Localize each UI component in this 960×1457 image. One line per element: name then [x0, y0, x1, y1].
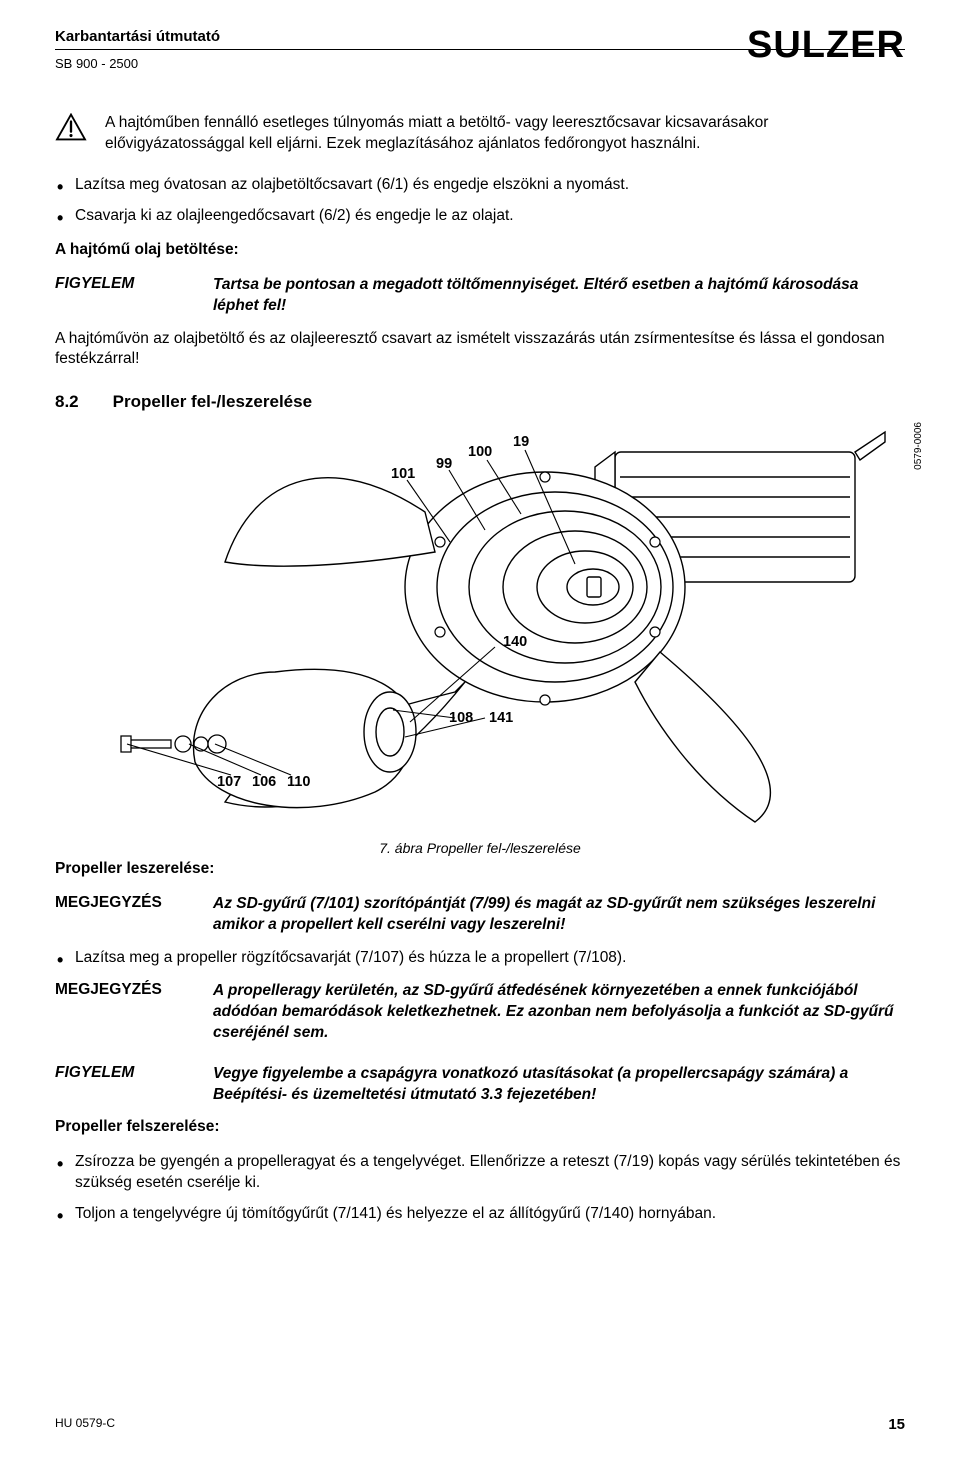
note-label: MEGJEGYZÉS	[55, 894, 185, 912]
bullet-list-mid: Lazítsa meg a propeller rögzítőcsavarját…	[55, 948, 905, 969]
figure-7: 0579-0006	[55, 422, 905, 832]
part-label-141: 141	[489, 710, 513, 726]
warning-icon	[55, 113, 87, 146]
part-label-99: 99	[436, 456, 452, 472]
part-label-106: 106	[252, 774, 276, 790]
attention-body: Tartsa be pontosan a megadott töltőmenny…	[213, 275, 905, 317]
paragraph: A hajtóművön az olajbetöltő és az olajle…	[55, 329, 905, 371]
note-body: Az SD-gyűrű (7/101) szorítópántját (7/99…	[213, 894, 905, 936]
figure-side-code: 0579-0006	[913, 422, 924, 470]
attention-label: FIGYELEM	[55, 1064, 185, 1082]
sulzer-logo: SULZER	[747, 24, 905, 67]
warning-text: A hajtóműben fennálló esetleges túlnyomá…	[105, 113, 905, 155]
attention-body: Vegye figyelembe a csapágyra vonatkozó u…	[213, 1064, 905, 1106]
attention-label: FIGYELEM	[55, 275, 185, 293]
attention-callout: FIGYELEM Tartsa be pontosan a megadott t…	[55, 275, 905, 317]
list-item: Lazítsa meg óvatosan az olajbetöltőcsava…	[75, 175, 905, 196]
list-item: Zsírozza be gyengén a propelleragyat és …	[75, 1152, 905, 1194]
list-item: Csavarja ki az olajleengedőcsavart (6/2)…	[75, 206, 905, 227]
propeller-diagram	[55, 422, 905, 832]
footer-doc-id: HU 0579-C	[55, 1416, 115, 1433]
page-number: 15	[888, 1416, 905, 1433]
dismount-heading: Propeller leszerelése:	[55, 860, 905, 878]
note-body: A propelleragy kerületén, az SD-gyűrű át…	[213, 981, 905, 1044]
figure-caption: 7. ábra Propeller fel-/leszerelése	[55, 840, 905, 856]
warning-block: A hajtóműben fennálló esetleges túlnyomá…	[55, 113, 905, 155]
part-label-19: 19	[513, 434, 529, 450]
section-title: Propeller fel-/leszerelése	[113, 392, 312, 412]
part-label-110: 110	[287, 774, 310, 790]
oil-fill-heading: A hajtómű olaj betöltése:	[55, 241, 905, 259]
list-item: Lazítsa meg a propeller rögzítőcsavarját…	[75, 948, 905, 969]
note-callout-1: MEGJEGYZÉS Az SD-gyűrű (7/101) szorítópá…	[55, 894, 905, 936]
bullet-list-bottom: Zsírozza be gyengén a propelleragyat és …	[55, 1152, 905, 1225]
bullet-list-top: Lazítsa meg óvatosan az olajbetöltőcsava…	[55, 175, 905, 227]
page-header: Karbantartási útmutató SB 900 - 2500 SUL…	[55, 28, 905, 83]
mount-heading: Propeller felszerelése:	[55, 1118, 905, 1136]
part-label-107: 107	[217, 774, 241, 790]
attention-callout-2: FIGYELEM Vegye figyelembe a csapágyra vo…	[55, 1064, 905, 1106]
list-item: Toljon a tengelyvégre új tömítőgyűrűt (7…	[75, 1204, 905, 1225]
part-label-100: 100	[468, 444, 492, 460]
note-callout-2: MEGJEGYZÉS A propelleragy kerületén, az …	[55, 981, 905, 1044]
section-heading-8-2: 8.2 Propeller fel-/leszerelése	[55, 392, 905, 412]
part-label-108: 108	[449, 710, 473, 726]
note-label: MEGJEGYZÉS	[55, 981, 185, 999]
page-footer: HU 0579-C 15	[55, 1416, 905, 1433]
part-label-140: 140	[503, 634, 527, 650]
part-label-101: 101	[391, 466, 415, 482]
section-number: 8.2	[55, 392, 79, 412]
